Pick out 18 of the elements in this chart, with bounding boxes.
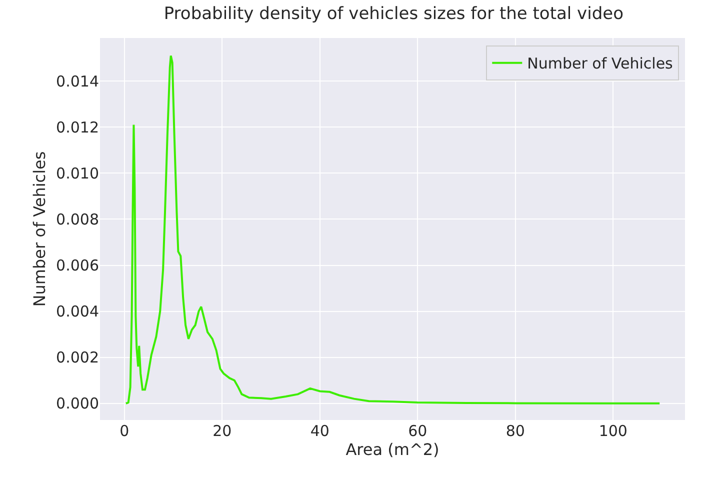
x-tick-label: 40 (310, 422, 330, 440)
y-tick-label: 0.000 (56, 394, 99, 413)
legend-label: Number of Vehicles (527, 54, 674, 73)
x-axis-title: Area (m^2) (346, 440, 440, 459)
y-tick-label: 0.008 (56, 210, 99, 228)
y-axis-title: Number of Vehicles (30, 151, 49, 307)
x-tick-label: 0 (120, 422, 130, 440)
x-tick-label: 100 (598, 422, 628, 440)
chart-title: Probability density of vehicles sizes for the total video (164, 4, 624, 24)
x-tick-label: 60 (408, 422, 428, 440)
y-tick-label: 0.012 (56, 118, 99, 136)
y-tick-label: 0.010 (56, 164, 99, 182)
x-tick-label: 20 (212, 422, 232, 440)
y-tick-label: 0.002 (56, 348, 99, 367)
y-tick-label: 0.004 (56, 302, 99, 321)
x-tick-label: 80 (506, 422, 525, 440)
y-tick-label: 0.014 (56, 72, 99, 90)
y-tick-label: 0.006 (56, 256, 99, 275)
